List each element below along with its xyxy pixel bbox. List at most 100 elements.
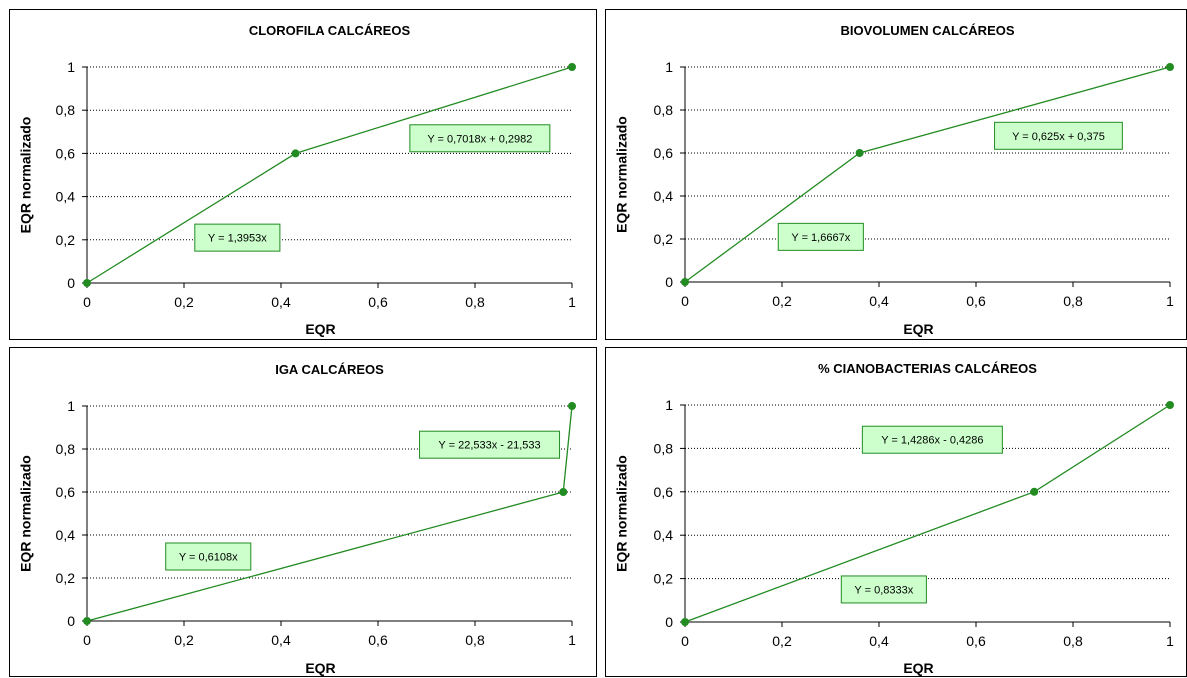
x-tick-label: 0,2 bbox=[174, 632, 194, 648]
equation-annotation: Y = 0,6108x bbox=[165, 542, 252, 571]
data-point bbox=[83, 617, 91, 625]
y-tick-label: 1 bbox=[665, 397, 673, 413]
chart-title: % CIANOBACTERIAS CALCÁREOS bbox=[818, 361, 1037, 376]
y-tick-label: 0,6 bbox=[654, 145, 674, 161]
x-tick-label: 0,6 bbox=[966, 293, 986, 309]
x-tick-label: 0,4 bbox=[271, 632, 291, 648]
x-tick-label: 0,6 bbox=[368, 632, 388, 648]
x-tick-label: 1 bbox=[1166, 293, 1174, 309]
data-point bbox=[1166, 401, 1174, 409]
y-tick-label: 1 bbox=[67, 59, 75, 75]
annotation-text: Y = 1,6667x bbox=[791, 232, 850, 244]
data-point bbox=[568, 402, 576, 410]
y-tick-label: 0,4 bbox=[654, 188, 674, 204]
x-tick-label: 0,2 bbox=[174, 294, 194, 310]
data-point bbox=[1030, 487, 1039, 496]
chart-panel-cianobacterias: % CIANOBACTERIAS CALCÁREOS 0 0,2 0,4 0,6 0,8 1… bbox=[605, 347, 1187, 677]
equation-annotation: Y = 0,7018x + 0,2982 bbox=[409, 124, 551, 153]
x-axis-label: EQR bbox=[903, 660, 933, 676]
y-tick-label: 0,8 bbox=[654, 102, 674, 118]
y-tick-label: 0,8 bbox=[56, 441, 76, 457]
annotation-box bbox=[994, 121, 1123, 150]
equation-annotation: Y = 0,8333x bbox=[840, 575, 927, 604]
series-line bbox=[86, 66, 573, 284]
y-tick-label: 0,8 bbox=[654, 440, 674, 456]
y-tick-label: 0,2 bbox=[654, 571, 674, 587]
x-axis-label: EQR bbox=[305, 321, 335, 337]
x-tick-label: 0,8 bbox=[1063, 633, 1083, 649]
annotation-text: Y = 0,8333x bbox=[854, 584, 913, 596]
chart-svg: IGA CALCÁREOS 0 0,2 0,4 0,6 0,8 1 0 0,2 0,4 0,6 0,8… bbox=[18, 362, 576, 676]
chart-svg: CLOROFILA CALCÁREOS 0 0,2 0,4 0,6 0,8 1 0 0,2 0,4… bbox=[18, 23, 576, 337]
annotation-text: Y = 0,7018x + 0,2982 bbox=[427, 133, 532, 145]
x-tick-label: 0 bbox=[83, 294, 91, 310]
x-tick-label: 0,2 bbox=[772, 633, 792, 649]
y-tick-label: 0,8 bbox=[56, 102, 76, 118]
annotation-box bbox=[777, 222, 864, 251]
x-tick-label: 0,2 bbox=[772, 293, 792, 309]
equation-annotation: Y = 1,4286x - 0,4286 bbox=[861, 425, 1003, 454]
y-axis-label: EQR normalizado bbox=[614, 116, 630, 233]
chart-panel-biovolumen: BIOVOLUMEN CALCÁREOS 0 0,2 0,4 0,6 0,8 1 0 0,2 0,… bbox=[605, 9, 1187, 340]
equation-annotation: Y = 1,3953x bbox=[194, 223, 281, 252]
data-point bbox=[291, 149, 300, 158]
y-tick-label: 0,6 bbox=[56, 145, 76, 161]
equation-annotation: Y = 22,533x - 21,533 bbox=[419, 430, 561, 459]
annotation-text: Y = 0,625x + 0,375 bbox=[1012, 131, 1105, 143]
annotation-box bbox=[194, 223, 281, 252]
chart-svg: BIOVOLUMEN CALCÁREOS 0 0,2 0,4 0,6 0,8 1 0 0,2 0,… bbox=[614, 23, 1174, 337]
y-tick-label: 0 bbox=[665, 614, 673, 630]
x-tick-label: 0,4 bbox=[869, 293, 889, 309]
series-line bbox=[684, 66, 1171, 283]
x-tick-label: 0,8 bbox=[1063, 293, 1083, 309]
equation-annotation: Y = 1,6667x bbox=[777, 222, 864, 251]
x-tick-label: 0,6 bbox=[966, 633, 986, 649]
y-tick-label: 0,2 bbox=[654, 231, 674, 247]
annotation-text: Y = 1,3953x bbox=[208, 233, 267, 245]
x-tick-label: 0,6 bbox=[368, 294, 388, 310]
x-tick-label: 0 bbox=[681, 293, 689, 309]
data-point bbox=[559, 488, 568, 496]
data-point bbox=[83, 279, 91, 287]
x-tick-label: 0,4 bbox=[271, 294, 291, 310]
y-tick-label: 0 bbox=[665, 274, 673, 290]
y-axis-label: EQR normalizado bbox=[614, 455, 630, 572]
annotation-box bbox=[840, 575, 927, 604]
equation-annotation: Y = 0,625x + 0,375 bbox=[994, 121, 1123, 150]
annotation-box bbox=[409, 124, 551, 153]
data-point bbox=[681, 618, 689, 626]
x-axis-label: EQR bbox=[903, 321, 933, 337]
data-point bbox=[1166, 63, 1174, 71]
annotation-text: Y = 22,533x - 21,533 bbox=[438, 440, 540, 452]
annotation-text: Y = 1,4286x - 0,4286 bbox=[881, 435, 983, 447]
y-tick-label: 0 bbox=[67, 275, 75, 291]
annotation-box bbox=[861, 425, 1003, 454]
y-axis-label: EQR normalizado bbox=[18, 455, 34, 572]
x-tick-label: 0,8 bbox=[465, 632, 485, 648]
chart-title: BIOVOLUMEN CALCÁREOS bbox=[840, 23, 1014, 38]
annotation-text: Y = 0,6108x bbox=[179, 552, 238, 564]
chart-title: IGA CALCÁREOS bbox=[275, 362, 384, 377]
chart-svg: % CIANOBACTERIAS CALCÁREOS 0 0,2 0,4 0,6 0,8 1… bbox=[614, 361, 1174, 676]
annotation-box bbox=[165, 542, 252, 571]
x-axis-label: EQR bbox=[305, 660, 335, 676]
x-tick-label: 0 bbox=[83, 632, 91, 648]
x-tick-label: 1 bbox=[568, 294, 576, 310]
data-point bbox=[855, 149, 864, 157]
chart-title: CLOROFILA CALCÁREOS bbox=[249, 23, 411, 38]
y-tick-label: 0,4 bbox=[56, 189, 76, 205]
y-tick-label: 0,4 bbox=[56, 527, 76, 543]
y-tick-label: 0,2 bbox=[56, 232, 76, 248]
y-tick-label: 1 bbox=[67, 398, 75, 414]
y-tick-label: 0,2 bbox=[56, 570, 76, 586]
y-tick-label: 0,6 bbox=[56, 484, 76, 500]
y-tick-label: 0 bbox=[67, 613, 75, 629]
y-tick-label: 1 bbox=[665, 59, 673, 75]
x-tick-label: 1 bbox=[1166, 633, 1174, 649]
x-tick-label: 0,4 bbox=[869, 633, 889, 649]
y-tick-label: 0,4 bbox=[654, 527, 674, 543]
y-axis-label: EQR normalizado bbox=[18, 117, 34, 234]
x-tick-label: 1 bbox=[568, 632, 576, 648]
annotation-box bbox=[419, 430, 561, 459]
data-point bbox=[568, 63, 576, 71]
